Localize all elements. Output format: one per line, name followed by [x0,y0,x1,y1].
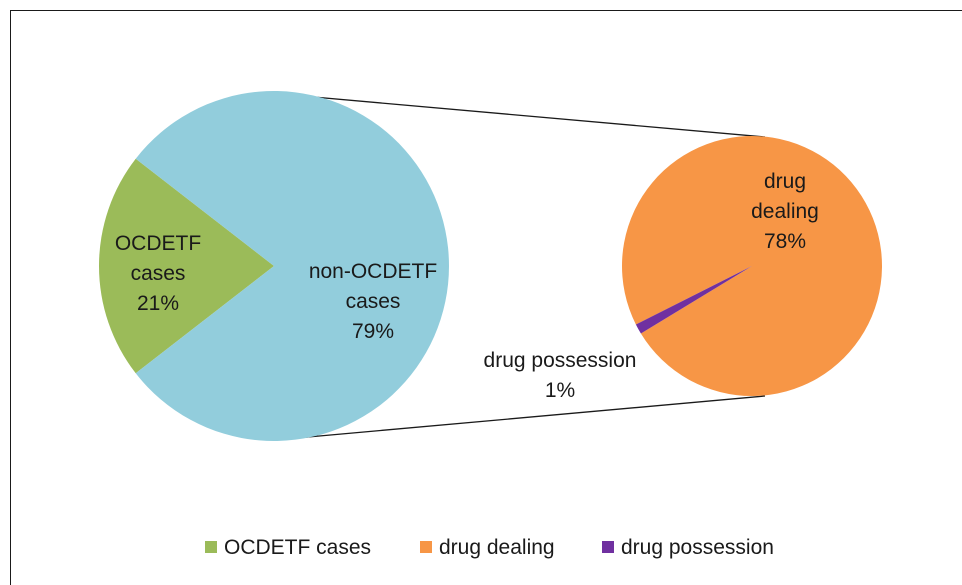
label-drug-dealing: drug dealing 78% [751,170,819,253]
legend-label-ocdetf-cases: OCDETF cases [224,536,371,559]
legend: OCDETF cases drug dealing drug possession [205,536,774,559]
connector-line-bottom [296,395,766,439]
secondary-pie-slice-drug-possession [635,266,752,334]
label-non-ocdetf-cases: non-OCDETF cases 79% [309,260,437,343]
label-drug-possession: drug possession 1% [484,349,637,402]
legend-item-drug-possession: drug possession [602,536,774,559]
connector-lines [290,94,766,439]
label-ocdetf-cases: OCDETF cases 21% [115,232,201,315]
main-pie-slice-non-ocdetf-cases [135,90,449,442]
slice-labels: OCDETF cases 21% non-OCDETF cases 79% drug deal… [115,170,819,402]
main-pie [98,90,449,442]
connector-line-top [290,94,766,138]
secondary-pie [622,136,883,397]
secondary-pie-slice-drug-dealing [622,136,883,397]
legend-label-drug-possession: drug possession [621,536,774,559]
legend-swatch-ocdetf-cases [205,541,217,553]
legend-swatch-drug-possession [602,541,614,553]
main-pie-slice-ocdetf-cases [98,158,274,374]
legend-item-ocdetf-cases: OCDETF cases [205,536,371,559]
legend-item-drug-dealing: drug dealing [420,536,555,559]
chart-frame [10,10,962,585]
legend-swatch-drug-dealing [420,541,432,553]
legend-label-drug-dealing: drug dealing [439,536,555,559]
